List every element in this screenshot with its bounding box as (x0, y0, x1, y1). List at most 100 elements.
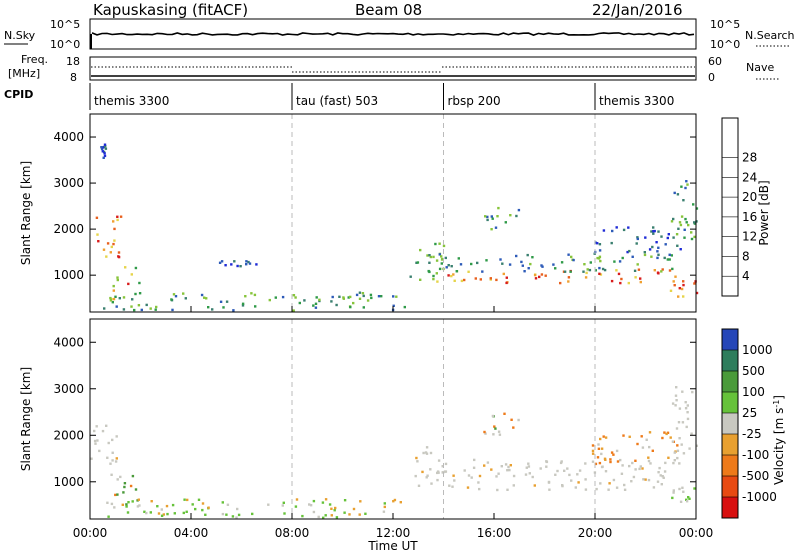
echo-cell (647, 459, 651, 463)
cpid-segment-label: themis 3300 (599, 94, 674, 108)
echo-cell (489, 277, 492, 280)
echo-cell (303, 299, 306, 302)
echo-cell (324, 498, 328, 501)
echo-cell (274, 296, 277, 299)
echo-cell (591, 460, 595, 463)
echo-cell (680, 443, 683, 446)
echo-cell (671, 496, 674, 500)
echo-cell (682, 199, 685, 202)
echo-cell (495, 475, 498, 478)
echo-cell (130, 273, 133, 276)
echo-cell (477, 481, 480, 484)
echo-cell (639, 277, 642, 280)
echo-cell (594, 241, 597, 244)
power-x-tick-marks (89, 306, 697, 312)
echo-cell (533, 484, 536, 487)
x-tick-label: 12:00 (376, 526, 411, 540)
echo-cell (515, 254, 518, 258)
y-tick-label: 1000 (53, 268, 84, 282)
freq-left-tick-high: 18 (66, 55, 80, 68)
echo-cell (570, 479, 573, 482)
velocity-xlabel: Time UT (367, 539, 418, 553)
echo-cell (664, 461, 667, 465)
echo-cell (436, 478, 439, 482)
echo-cell (444, 470, 448, 473)
echo-cell (361, 292, 365, 295)
echo-cell (517, 208, 521, 212)
echo-cell (109, 251, 112, 254)
echo-cell (620, 277, 623, 281)
echo-cell (686, 404, 689, 407)
echo-cell (422, 451, 425, 455)
echo-cell (632, 475, 636, 479)
colorbar-tick-label: -500 (742, 469, 769, 483)
echo-cell (659, 474, 662, 477)
echo-cell (122, 491, 125, 494)
echo-cell (342, 296, 345, 299)
echo-cell (526, 253, 529, 257)
echo-cell (677, 421, 681, 424)
echo-cell (650, 230, 653, 233)
echo-cell (559, 461, 563, 465)
echo-cell (145, 511, 148, 515)
echo-cell (601, 465, 604, 468)
echo-cell (584, 462, 587, 465)
echo-cell (186, 498, 189, 502)
echo-cell (184, 297, 187, 300)
velocity-colorbar: 1000 500 100 25 -25 -100 -500 -1000 (721, 328, 777, 519)
echo-cell (596, 256, 599, 260)
colorbar-tick-label: -100 (742, 448, 769, 462)
cpid-segment-label: tau (fast) 503 (296, 94, 378, 108)
echo-cell (668, 253, 671, 256)
echo-cell (523, 270, 526, 273)
colorbar-swatch (722, 476, 738, 498)
echo-cell (421, 470, 424, 474)
echo-cell (211, 308, 214, 311)
echo-cell (131, 298, 134, 301)
echo-cell (220, 260, 224, 263)
echo-cell (560, 261, 564, 264)
echo-cell (137, 498, 140, 501)
echo-cell (478, 487, 481, 491)
echo-cell (616, 460, 620, 463)
echo-cell (174, 295, 178, 298)
echo-cell (680, 215, 684, 218)
echo-cell (358, 291, 362, 294)
echo-cell (324, 514, 327, 517)
echo-cell (494, 226, 498, 229)
echo-cell (119, 475, 122, 479)
echo-cell (653, 229, 656, 233)
echo-cell (660, 483, 663, 486)
echo-cell (102, 150, 106, 154)
echo-cell (596, 242, 599, 245)
echo-cell (496, 215, 499, 218)
echo-cell (457, 257, 460, 260)
echo-cell (380, 295, 383, 298)
echo-cell (584, 478, 587, 481)
echo-cell (508, 263, 512, 266)
echo-cell (669, 289, 673, 292)
echo-cell (674, 275, 677, 278)
echo-cell (556, 469, 559, 473)
echo-cell (383, 505, 386, 509)
echo-cell (615, 486, 619, 489)
echo-cell (671, 267, 674, 271)
echo-cell (138, 504, 141, 507)
echo-cell (103, 154, 107, 158)
echo-cell (683, 236, 686, 239)
echo-cell (509, 464, 512, 467)
echo-cell (194, 507, 197, 511)
echo-cell (314, 306, 318, 309)
echo-cell (609, 460, 612, 464)
echo-cell (499, 258, 502, 261)
echo-cell (594, 269, 597, 272)
echo-cell (438, 242, 441, 245)
echo-cell (667, 456, 670, 459)
echo-cell (588, 268, 592, 272)
colorbar-swatch (722, 371, 738, 393)
echo-cell (392, 295, 395, 298)
echo-cell (253, 293, 257, 297)
echo-cell (486, 215, 489, 219)
echo-cell (150, 500, 153, 503)
echo-cell (105, 255, 108, 258)
